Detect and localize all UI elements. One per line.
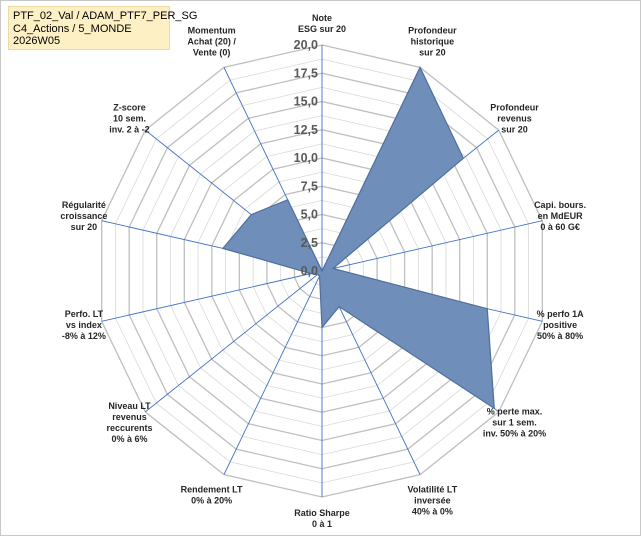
axis-label: inversée (414, 496, 451, 506)
axis-label: en MdEUR (538, 211, 584, 221)
axis-label: Note (312, 13, 332, 23)
radial-tick-label: 20,0 (294, 38, 318, 52)
axis-label: Momentum (188, 25, 236, 35)
radial-tick-label: 17,5 (294, 66, 318, 80)
axis-spoke (223, 270, 323, 475)
radial-tick-label: 15,0 (294, 95, 318, 109)
axis-label: -8% à 12% (62, 331, 106, 341)
axis-label: 10 sem. (113, 113, 146, 123)
axis-label: 0% à 6% (111, 434, 147, 444)
radial-tick-label: 10,0 (294, 151, 318, 165)
axis-label: 0 à 60 G€ (540, 222, 580, 232)
axis-label: 40% à 0% (412, 507, 453, 517)
axis-label: reccurents (106, 423, 152, 433)
axis-spoke (101, 270, 323, 322)
axis-label: Perfo. LT (65, 309, 104, 319)
axis-label: Vente (0) (193, 47, 231, 57)
axis-label: 50% à 80% (537, 331, 583, 341)
axis-label: inv. 2 à -2 (109, 124, 149, 134)
axis-label: Capi. bours. (534, 200, 586, 210)
axis-label: Z-score (113, 102, 146, 112)
axis-label: Profondeur (490, 102, 539, 112)
radial-tick-label: 2,5 (301, 236, 318, 250)
axis-label: % perfo 1A (537, 309, 585, 319)
axis-label: Niveau LT (108, 401, 151, 411)
axis-label: Achat (20) / (187, 36, 236, 46)
radial-tick-label: 5,0 (301, 208, 318, 222)
axis-label: sur 20 (501, 124, 528, 134)
axis-label: % perte max. (487, 407, 543, 417)
radial-tick-label: 0,0 (301, 264, 318, 278)
axis-label: revenus (497, 113, 532, 123)
portfolio-title-line-1: PTF_02_Val / ADAM_PTF7_PER_SG (13, 10, 198, 22)
axis-label: vs index (66, 320, 102, 330)
axis-label: 0% à 20% (191, 496, 232, 506)
axis-label: positive (543, 320, 577, 330)
axis-label: revenus (112, 412, 147, 422)
axis-label: croissance (60, 211, 107, 221)
axis-label: 0 à 1 (312, 519, 332, 529)
axis-label: Rendement LT (181, 485, 243, 495)
portfolio-title-line-2: C4_Actions / 5_MONDE (13, 22, 132, 35)
axis-label: inv. 50% à 20% (483, 429, 546, 439)
axis-label: Régularité (62, 200, 106, 210)
axis-label: Profondeur (408, 25, 457, 35)
axis-label: sur 20 (71, 222, 98, 232)
axis-label: Ratio Sharpe (294, 508, 350, 518)
axis-label: Volatilité LT (408, 485, 458, 495)
data-series-area (221, 65, 495, 410)
axis-label: sur 1 sem. (492, 418, 537, 428)
axis-label: historique (411, 36, 455, 46)
axis-label: ESG sur 20 (298, 24, 346, 34)
portfolio-title-box: PTF_02_Val / ADAM_PTF7_PER_SG C4_Actions… (8, 6, 198, 50)
portfolio-title-line-3: 2026W05 (13, 35, 61, 47)
axis-spoke (145, 270, 323, 413)
axis-label: sur 20 (419, 47, 446, 57)
radial-tick-label: 7,5 (301, 179, 318, 193)
radial-tick-label: 12,5 (294, 123, 318, 137)
axis-spoke (321, 220, 543, 272)
